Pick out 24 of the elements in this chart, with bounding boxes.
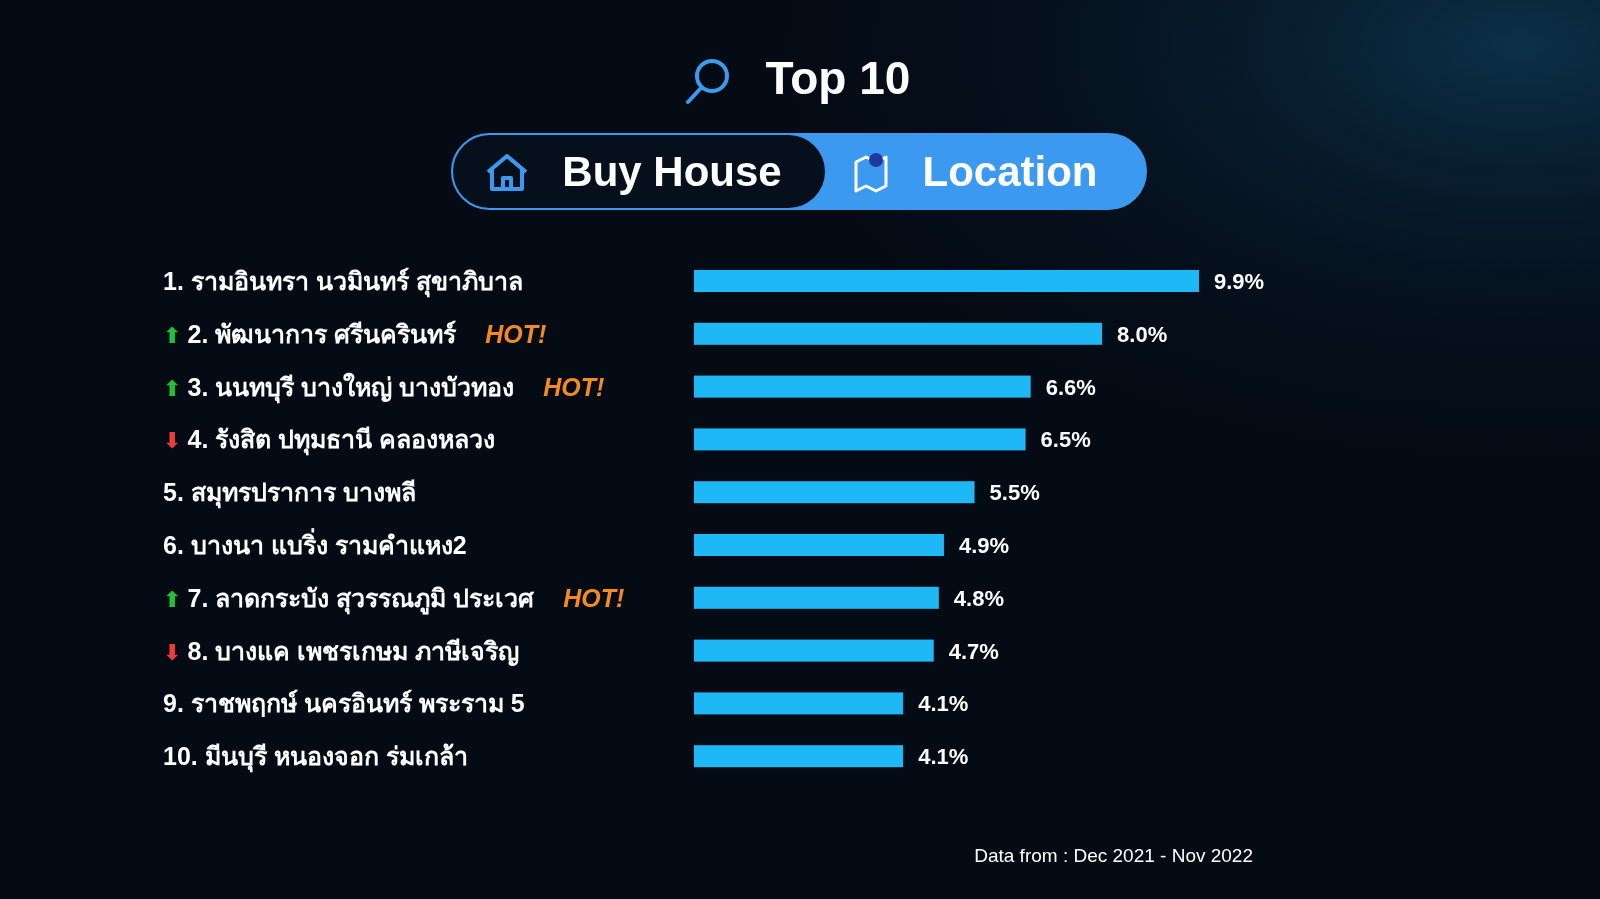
data-label: 6.6% xyxy=(1045,374,1096,400)
chart-title: Top 10 xyxy=(765,52,911,104)
data-label: 4.1% xyxy=(918,744,969,770)
y-tick-label: 6. บางนา แบริ่ง รามคำแหง2 xyxy=(163,528,467,559)
y-tick-label: ⬆ 3. นนทบุรี บางใหญ่ บางบัวทอง HOT! xyxy=(163,371,605,404)
y-tick-label: ⬇ 4. รังสิต ปทุมธานี คลองหลวง xyxy=(163,425,496,457)
data-label: 5.5% xyxy=(989,480,1040,506)
y-tick-label: ⬆ 2. พัฒนาการ ศรีนครินทร์ HOT! xyxy=(163,319,547,348)
data-label: 4.9% xyxy=(958,533,1010,558)
y-tick-label: 9. ราชพฤกษ์ นครอินทร์ พระราม 5 xyxy=(163,689,525,718)
text: Data from : Dec 2021 - Nov 2022 xyxy=(974,845,1253,866)
data-label: 4.7% xyxy=(948,638,999,664)
y-tick-label: ⬇ 8. บางแค เพชรเกษม ภาษีเจริญ xyxy=(163,636,520,666)
data-label: 4.8% xyxy=(953,585,1004,611)
text: Buy House xyxy=(562,148,782,195)
y-tick-label: 5. สมุทรปราการ บางพลี xyxy=(163,478,416,510)
data-label: 9.9% xyxy=(1214,269,1265,294)
y-tick-label: 10. มีนบุรี หนองจอก ร่มเกล้า xyxy=(163,742,468,774)
text: Location xyxy=(922,148,1098,195)
y-tick-label: ⬆ 7. ลาดกระบัง สุวรรณภูมิ ประเวศ HOT! xyxy=(163,583,625,615)
data-label: 8.0% xyxy=(1117,321,1168,347)
data-label: 6.5% xyxy=(1040,427,1091,453)
y-tick-label: 1. รามอินทรา นวมินทร์ สุขาภิบาล xyxy=(163,267,523,298)
data-label: 4.1% xyxy=(918,691,969,717)
